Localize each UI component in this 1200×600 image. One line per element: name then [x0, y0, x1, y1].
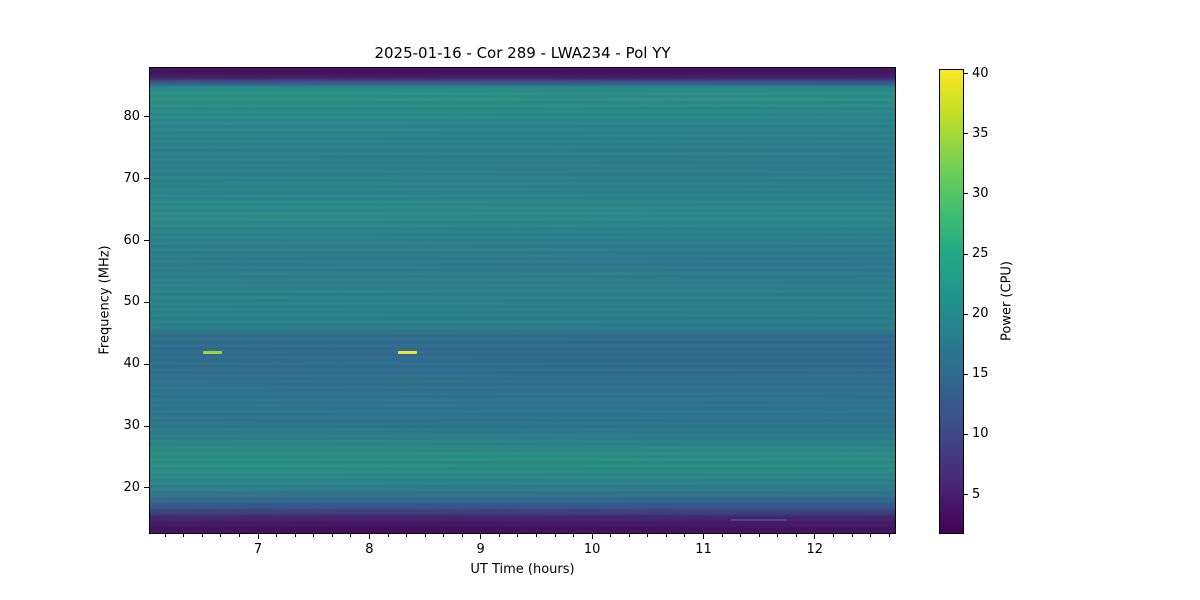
colorbar-tick — [964, 73, 968, 75]
x-minor-tick — [424, 534, 426, 537]
heatmap-band-texture — [150, 68, 895, 533]
x-minor-tick — [851, 534, 853, 537]
x-minor-tick — [832, 534, 834, 537]
x-minor-tick — [721, 534, 723, 537]
x-minor-tick — [758, 534, 760, 537]
x-minor-tick — [443, 534, 445, 537]
heatmap-time-shading — [150, 68, 895, 533]
y-tick-label: 80 — [123, 108, 140, 124]
burst-marker — [202, 351, 222, 354]
y-tick — [144, 178, 149, 180]
x-minor-tick — [183, 534, 185, 537]
y-tick — [144, 116, 149, 118]
x-tick-label: 12 — [806, 542, 824, 557]
colorbar-tick-label: 10 — [972, 426, 989, 442]
colorbar — [940, 70, 963, 533]
x-tick — [368, 534, 370, 539]
x-minor-tick — [276, 534, 278, 537]
x-minor-tick — [461, 534, 463, 537]
x-minor-tick — [740, 534, 742, 537]
x-minor-tick — [777, 534, 779, 537]
x-minor-tick — [331, 534, 333, 537]
colorbar-tick — [964, 433, 968, 435]
x-tick-label: 8 — [365, 542, 374, 557]
colorbar-label: Power (CPU) — [999, 260, 1015, 342]
x-minor-tick — [498, 534, 500, 537]
y-tick — [144, 425, 149, 427]
colorbar-tick — [964, 494, 968, 495]
burst-marker — [397, 351, 417, 354]
colorbar-tick — [964, 313, 968, 315]
heatmap-gradient — [150, 68, 895, 533]
x-minor-tick — [628, 534, 630, 537]
y-tick — [144, 487, 149, 489]
x-minor-tick — [795, 534, 797, 537]
x-minor-tick — [387, 534, 389, 537]
y-tick-label: 70 — [123, 170, 140, 186]
x-minor-tick — [535, 534, 537, 537]
x-minor-tick — [201, 534, 203, 537]
y-tick-label: 60 — [123, 232, 140, 248]
x-tick-label: 7 — [253, 542, 263, 557]
x-minor-tick — [554, 534, 556, 537]
y-tick-label: 40 — [123, 356, 140, 372]
x-minor-tick — [294, 534, 296, 537]
colorbar-tick-label: 25 — [972, 246, 989, 261]
colorbar-tick — [964, 133, 968, 135]
colorbar-tick — [964, 253, 968, 255]
x-tick — [703, 534, 704, 539]
x-minor-tick — [239, 534, 240, 537]
y-tick-label: 30 — [123, 418, 140, 433]
x-minor-tick — [164, 534, 166, 537]
colorbar-gradient — [940, 70, 963, 533]
x-tick-label: 10 — [583, 542, 601, 557]
x-tick-label: 9 — [476, 542, 485, 557]
x-minor-tick — [350, 534, 352, 537]
y-tick-label: 20 — [123, 479, 140, 495]
x-axis-label: UT Time (hours) — [470, 562, 575, 577]
x-tick-label: 11 — [695, 542, 712, 557]
colorbar-tick-label: 15 — [972, 366, 989, 382]
x-minor-tick — [610, 534, 612, 537]
x-minor-tick — [870, 534, 871, 537]
x-minor-tick — [220, 534, 222, 537]
x-minor-tick — [684, 534, 686, 537]
x-tick — [591, 534, 593, 539]
y-tick — [144, 301, 149, 303]
colorbar-tick-label: 20 — [972, 306, 989, 322]
x-minor-tick — [647, 534, 649, 537]
colorbar-tick-label: 35 — [972, 125, 989, 141]
colorbar-tick — [964, 193, 968, 195]
colorbar-tick-label: 40 — [972, 65, 989, 81]
colorbar-tick-label: 30 — [972, 185, 989, 201]
x-minor-tick — [888, 534, 890, 537]
figure-title: 2025-01-16 - Cor 289 - LWA234 - Pol YY — [374, 44, 671, 62]
x-minor-tick — [313, 534, 315, 537]
colorbar-tick — [964, 373, 968, 375]
faint-streak — [731, 519, 787, 521]
y-tick-label: 50 — [123, 294, 140, 310]
heatmap-plot — [150, 68, 895, 533]
x-minor-tick — [665, 534, 667, 537]
y-tick — [144, 363, 149, 365]
x-tick — [480, 534, 482, 539]
x-minor-tick — [517, 534, 519, 537]
x-minor-tick — [573, 534, 575, 537]
x-tick — [257, 534, 259, 539]
x-minor-tick — [406, 534, 407, 537]
x-tick — [814, 534, 816, 539]
colorbar-tick-label: 5 — [972, 486, 981, 502]
y-tick — [144, 240, 149, 241]
